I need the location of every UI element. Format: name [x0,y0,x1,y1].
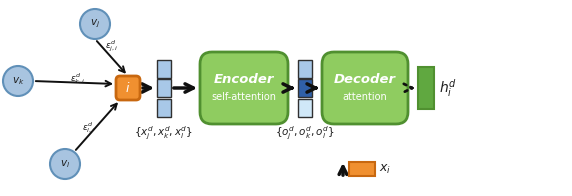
Text: attention: attention [343,92,387,102]
Text: $\varepsilon_{j,i}^{d}$: $\varepsilon_{j,i}^{d}$ [105,38,118,54]
FancyBboxPatch shape [157,79,171,97]
FancyBboxPatch shape [157,99,171,116]
FancyBboxPatch shape [298,99,312,116]
Text: $h_i^d$: $h_i^d$ [439,77,457,99]
Circle shape [80,9,110,39]
Text: Encoder: Encoder [214,73,274,85]
FancyBboxPatch shape [418,67,434,109]
Text: $\{x_j^d, x_k^d, x_l^d\}$: $\{x_j^d, x_k^d, x_l^d\}$ [134,124,193,142]
Circle shape [3,66,33,96]
FancyBboxPatch shape [200,52,288,124]
FancyBboxPatch shape [349,162,375,176]
FancyBboxPatch shape [322,52,408,124]
Text: $v_l$: $v_l$ [60,158,70,170]
Circle shape [50,149,80,179]
FancyBboxPatch shape [298,79,312,97]
Text: $\varepsilon_{l,i}^{d}$: $\varepsilon_{l,i}^{d}$ [82,121,96,135]
FancyBboxPatch shape [298,60,312,77]
FancyBboxPatch shape [116,76,140,100]
Text: $v_j$: $v_j$ [90,18,100,30]
FancyBboxPatch shape [157,60,171,77]
Text: $\{o_j^d, o_k^d, o_l^d\}$: $\{o_j^d, o_k^d, o_l^d\}$ [275,124,335,142]
Text: self-attention: self-attention [212,92,276,102]
Text: $v_k$: $v_k$ [11,75,24,87]
Text: $i$: $i$ [125,81,131,95]
Text: Decoder: Decoder [334,73,396,85]
Text: $x_i$: $x_i$ [379,162,391,176]
Text: $\varepsilon_{k,i}^{d}$: $\varepsilon_{k,i}^{d}$ [70,72,85,86]
